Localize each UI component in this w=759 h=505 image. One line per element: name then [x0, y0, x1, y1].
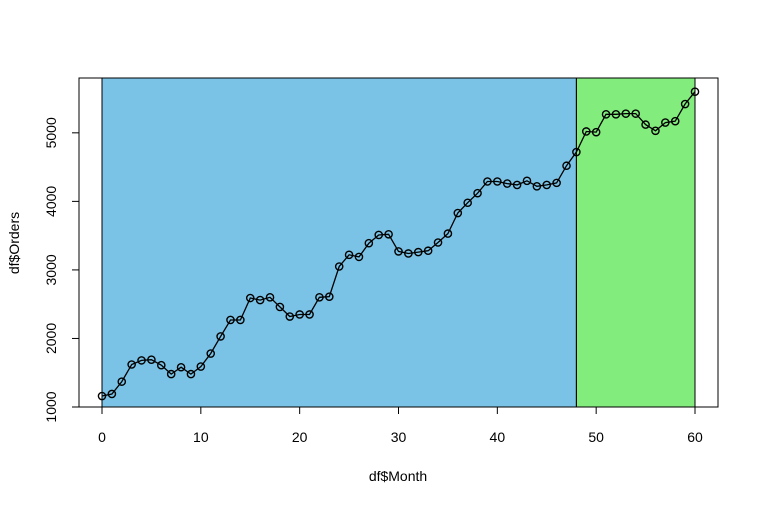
data-point — [196, 362, 206, 371]
data-point — [651, 126, 660, 136]
data-point — [493, 177, 502, 186]
x-tick-label: 30 — [391, 429, 407, 445]
data-point — [325, 292, 334, 301]
data-point — [542, 180, 552, 190]
data-point — [473, 188, 482, 198]
data-point — [374, 230, 384, 240]
data-point — [601, 110, 611, 119]
x-tick-label: 20 — [292, 429, 308, 445]
data-point — [275, 302, 285, 312]
data-point — [305, 310, 314, 319]
data-point — [265, 293, 275, 302]
x-tick-label: 40 — [490, 429, 506, 445]
data-point — [661, 118, 670, 127]
data-point — [354, 252, 364, 262]
y-tick-label: 1000 — [43, 391, 59, 422]
data-point — [552, 178, 561, 188]
data-point — [186, 369, 196, 379]
data-point — [236, 315, 245, 325]
data-point — [334, 262, 344, 271]
data-point — [433, 238, 443, 247]
data-point — [591, 127, 601, 137]
data-point — [680, 99, 690, 109]
data-point — [107, 389, 117, 399]
data-point — [463, 198, 472, 208]
data-point — [631, 109, 641, 118]
y-tick-label: 4000 — [43, 186, 59, 217]
shaded-regions — [102, 78, 695, 407]
x-axis-title: df$Month — [369, 468, 427, 484]
x-tick-label: 10 — [193, 429, 209, 445]
orders-points — [97, 87, 700, 401]
x-axis: 0 10 20 30 40 50 60 — [98, 407, 703, 445]
data-point — [344, 250, 354, 260]
region-border-1 — [575, 77, 696, 408]
data-point — [453, 208, 463, 218]
region-1 — [576, 78, 695, 407]
y-axis-title: df$Orders — [6, 212, 22, 274]
data-point — [423, 246, 433, 256]
data-point — [176, 362, 186, 372]
region-0 — [102, 78, 577, 407]
data-point — [641, 120, 650, 129]
data-point — [285, 312, 295, 321]
data-point — [245, 293, 255, 303]
data-point — [443, 229, 453, 238]
y-tick-label: 3000 — [43, 254, 59, 285]
data-point — [413, 247, 423, 257]
data-point — [216, 332, 225, 341]
data-point — [384, 229, 393, 239]
data-point — [404, 249, 413, 258]
data-point — [364, 238, 374, 248]
y-tick-label: 2000 — [43, 323, 59, 354]
data-point — [502, 179, 512, 188]
orders-series-line — [101, 91, 696, 397]
data-point — [670, 116, 680, 126]
y-axis: 1000 2000 3000 4000 5000 — [43, 117, 79, 423]
data-point — [562, 161, 571, 171]
data-point — [581, 127, 591, 136]
data-point — [127, 360, 136, 369]
data-point — [512, 180, 522, 190]
data-point — [690, 87, 700, 97]
x-tick-label: 60 — [687, 429, 703, 445]
data-point — [621, 109, 631, 118]
data-point — [572, 147, 581, 157]
data-point — [226, 315, 235, 325]
data-point — [206, 349, 216, 358]
data-point — [295, 310, 304, 319]
data-point — [117, 377, 127, 386]
x-tick-label: 50 — [588, 429, 604, 445]
data-point — [611, 110, 621, 119]
data-point — [156, 360, 166, 370]
data-point — [532, 181, 542, 191]
data-point — [483, 177, 492, 186]
data-point — [166, 369, 176, 379]
x-tick-label: 0 — [98, 429, 106, 445]
data-point — [315, 293, 324, 302]
data-point — [147, 355, 156, 365]
data-point — [97, 391, 107, 401]
data-point — [522, 176, 532, 186]
data-point — [137, 356, 146, 365]
data-point — [255, 295, 265, 305]
y-tick-label: 5000 — [43, 117, 59, 148]
data-point — [394, 247, 403, 256]
region-borders — [101, 77, 696, 408]
